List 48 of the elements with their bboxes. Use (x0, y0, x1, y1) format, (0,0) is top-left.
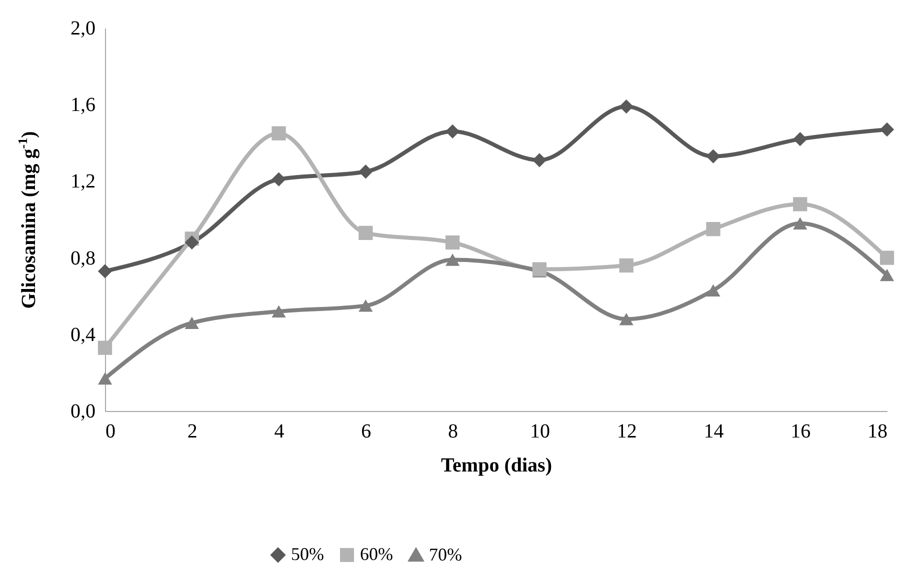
x-axis-title: Tempo (dias) (441, 454, 552, 476)
point (272, 305, 286, 318)
legend-label: 50% (291, 544, 324, 564)
point (880, 250, 894, 265)
point (98, 372, 112, 385)
x-tick-label: 12 (616, 420, 637, 442)
point (706, 222, 720, 236)
point (706, 284, 720, 296)
point (358, 300, 373, 312)
point (706, 149, 720, 164)
point (880, 268, 894, 282)
point (532, 262, 547, 276)
y-tick-label: 2,0 (70, 18, 96, 40)
y-tick-label: 0,4 (70, 324, 96, 346)
x-tick-label: 6 (361, 420, 372, 442)
point (445, 235, 460, 250)
point (272, 126, 286, 140)
legend-label: 60% (360, 544, 393, 564)
point (358, 164, 373, 179)
point (445, 124, 460, 138)
point (619, 312, 634, 326)
y-tick-label: 0,0 (70, 400, 96, 422)
point (184, 316, 199, 330)
point (793, 132, 808, 146)
point (880, 122, 894, 137)
y-tick-label: 1,6 (70, 94, 96, 116)
x-tick-label: 2 (187, 420, 198, 442)
x-tick-label: 8 (448, 420, 458, 442)
point (619, 99, 634, 114)
x-tick-label: 14 (704, 420, 724, 442)
point (793, 197, 808, 212)
point (793, 217, 808, 230)
point (532, 153, 547, 168)
point (98, 340, 112, 355)
point (358, 226, 373, 240)
legend-label: 70% (429, 544, 462, 564)
x-tick-label: 16 (790, 420, 811, 442)
point (272, 172, 286, 186)
x-tick-label: 18 (868, 420, 888, 442)
x-tick-label: 4 (274, 420, 284, 442)
point (184, 235, 199, 250)
point (619, 258, 634, 273)
point (445, 254, 460, 266)
x-tick-label: 0 (106, 420, 116, 442)
x-tick-label: 10 (530, 420, 550, 442)
y-tick-label: 1,2 (70, 170, 96, 193)
point (98, 264, 112, 278)
y-tick-label: 0,8 (70, 247, 96, 270)
